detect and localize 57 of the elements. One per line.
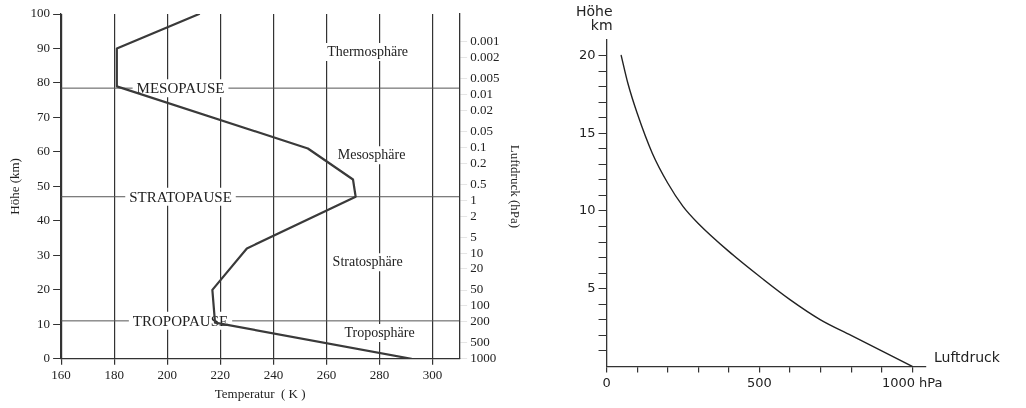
y-tick-label: 100 [30,5,51,21]
x-tick-label: 160 [51,367,71,383]
y2-tick-label: 20 [470,260,484,276]
y2-tick-label: 50 [470,281,484,297]
y2-tick-label: 0.005 [470,70,500,86]
y-tick-label: 10 [579,202,596,218]
ref-line-label: MESOPAUSE [136,80,225,97]
y2-tick-label: 10 [470,244,484,260]
y2-tick-label: 2 [470,207,477,223]
annotation: Stratosphäre [332,253,403,269]
y2-tick-label: 0.5 [470,175,487,191]
y-tick-label: 40 [37,212,51,228]
y2-tick-label: 200 [470,313,490,329]
y2-tick-label: 0.2 [470,154,487,170]
y2-tick-label: 5 [470,228,477,244]
x-axis-title: Luftdruck [934,349,1001,366]
y-tick-label: 50 [37,177,51,193]
x-tick-label: 180 [104,367,124,383]
annotation: Mesosphäre [337,147,406,163]
y2-tick-label: 1000 [470,350,497,366]
x-tick-label: 0 [602,374,611,390]
x-tick-label: 260 [316,367,337,383]
x-tick-label: 1000 hPa [881,374,943,390]
y-tick-label: 10 [37,315,51,331]
annotation: Thermosphäre [327,43,409,59]
y-tick-label: 15 [579,124,596,140]
y2-tick-label: 0.02 [470,101,493,117]
y-tick-label: 70 [37,108,51,124]
y-tick-label: 0 [43,350,51,366]
y2-tick-label: 0.1 [470,138,487,154]
y2-tick-label: 0.001 [470,33,500,49]
x-tick-label: 240 [263,367,284,383]
x-tick-label: 220 [210,367,231,383]
x-tick-label: 200 [157,367,177,383]
x-tick-label: 280 [369,367,390,383]
annotation: Troposphäre [344,324,415,340]
y-tick-label: 90 [37,39,51,55]
x-tick-label: 300 [422,367,443,383]
y-tick-label: 30 [37,246,51,262]
y-tick-label: 80 [37,74,51,90]
y2-tick-label: 100 [470,297,490,313]
y2-tick-label: 0.05 [470,122,493,138]
y-tick-label: 20 [579,46,596,62]
line-series [620,54,913,367]
y2-tick-label: 1 [470,191,477,207]
y2-tick-label: 0.002 [470,48,500,64]
y2-tick-label: 0.01 [470,85,493,101]
y-axis-title: Höhe (km) [7,158,23,215]
y-tick-label: 20 [37,281,51,297]
y-tick-label: 5 [587,280,596,296]
y2-tick-label: 500 [470,334,490,350]
ref-line-label: STRATOPAUSE [129,188,232,205]
y-axis-title: Höhe km [575,2,613,33]
y-tick-label: 60 [37,143,51,159]
y2-axis-title: Luftdruck (hPa) [507,144,523,229]
x-tick-label: 500 [746,374,772,390]
x-axis-title: Temperatur ( K ) [214,385,306,401]
